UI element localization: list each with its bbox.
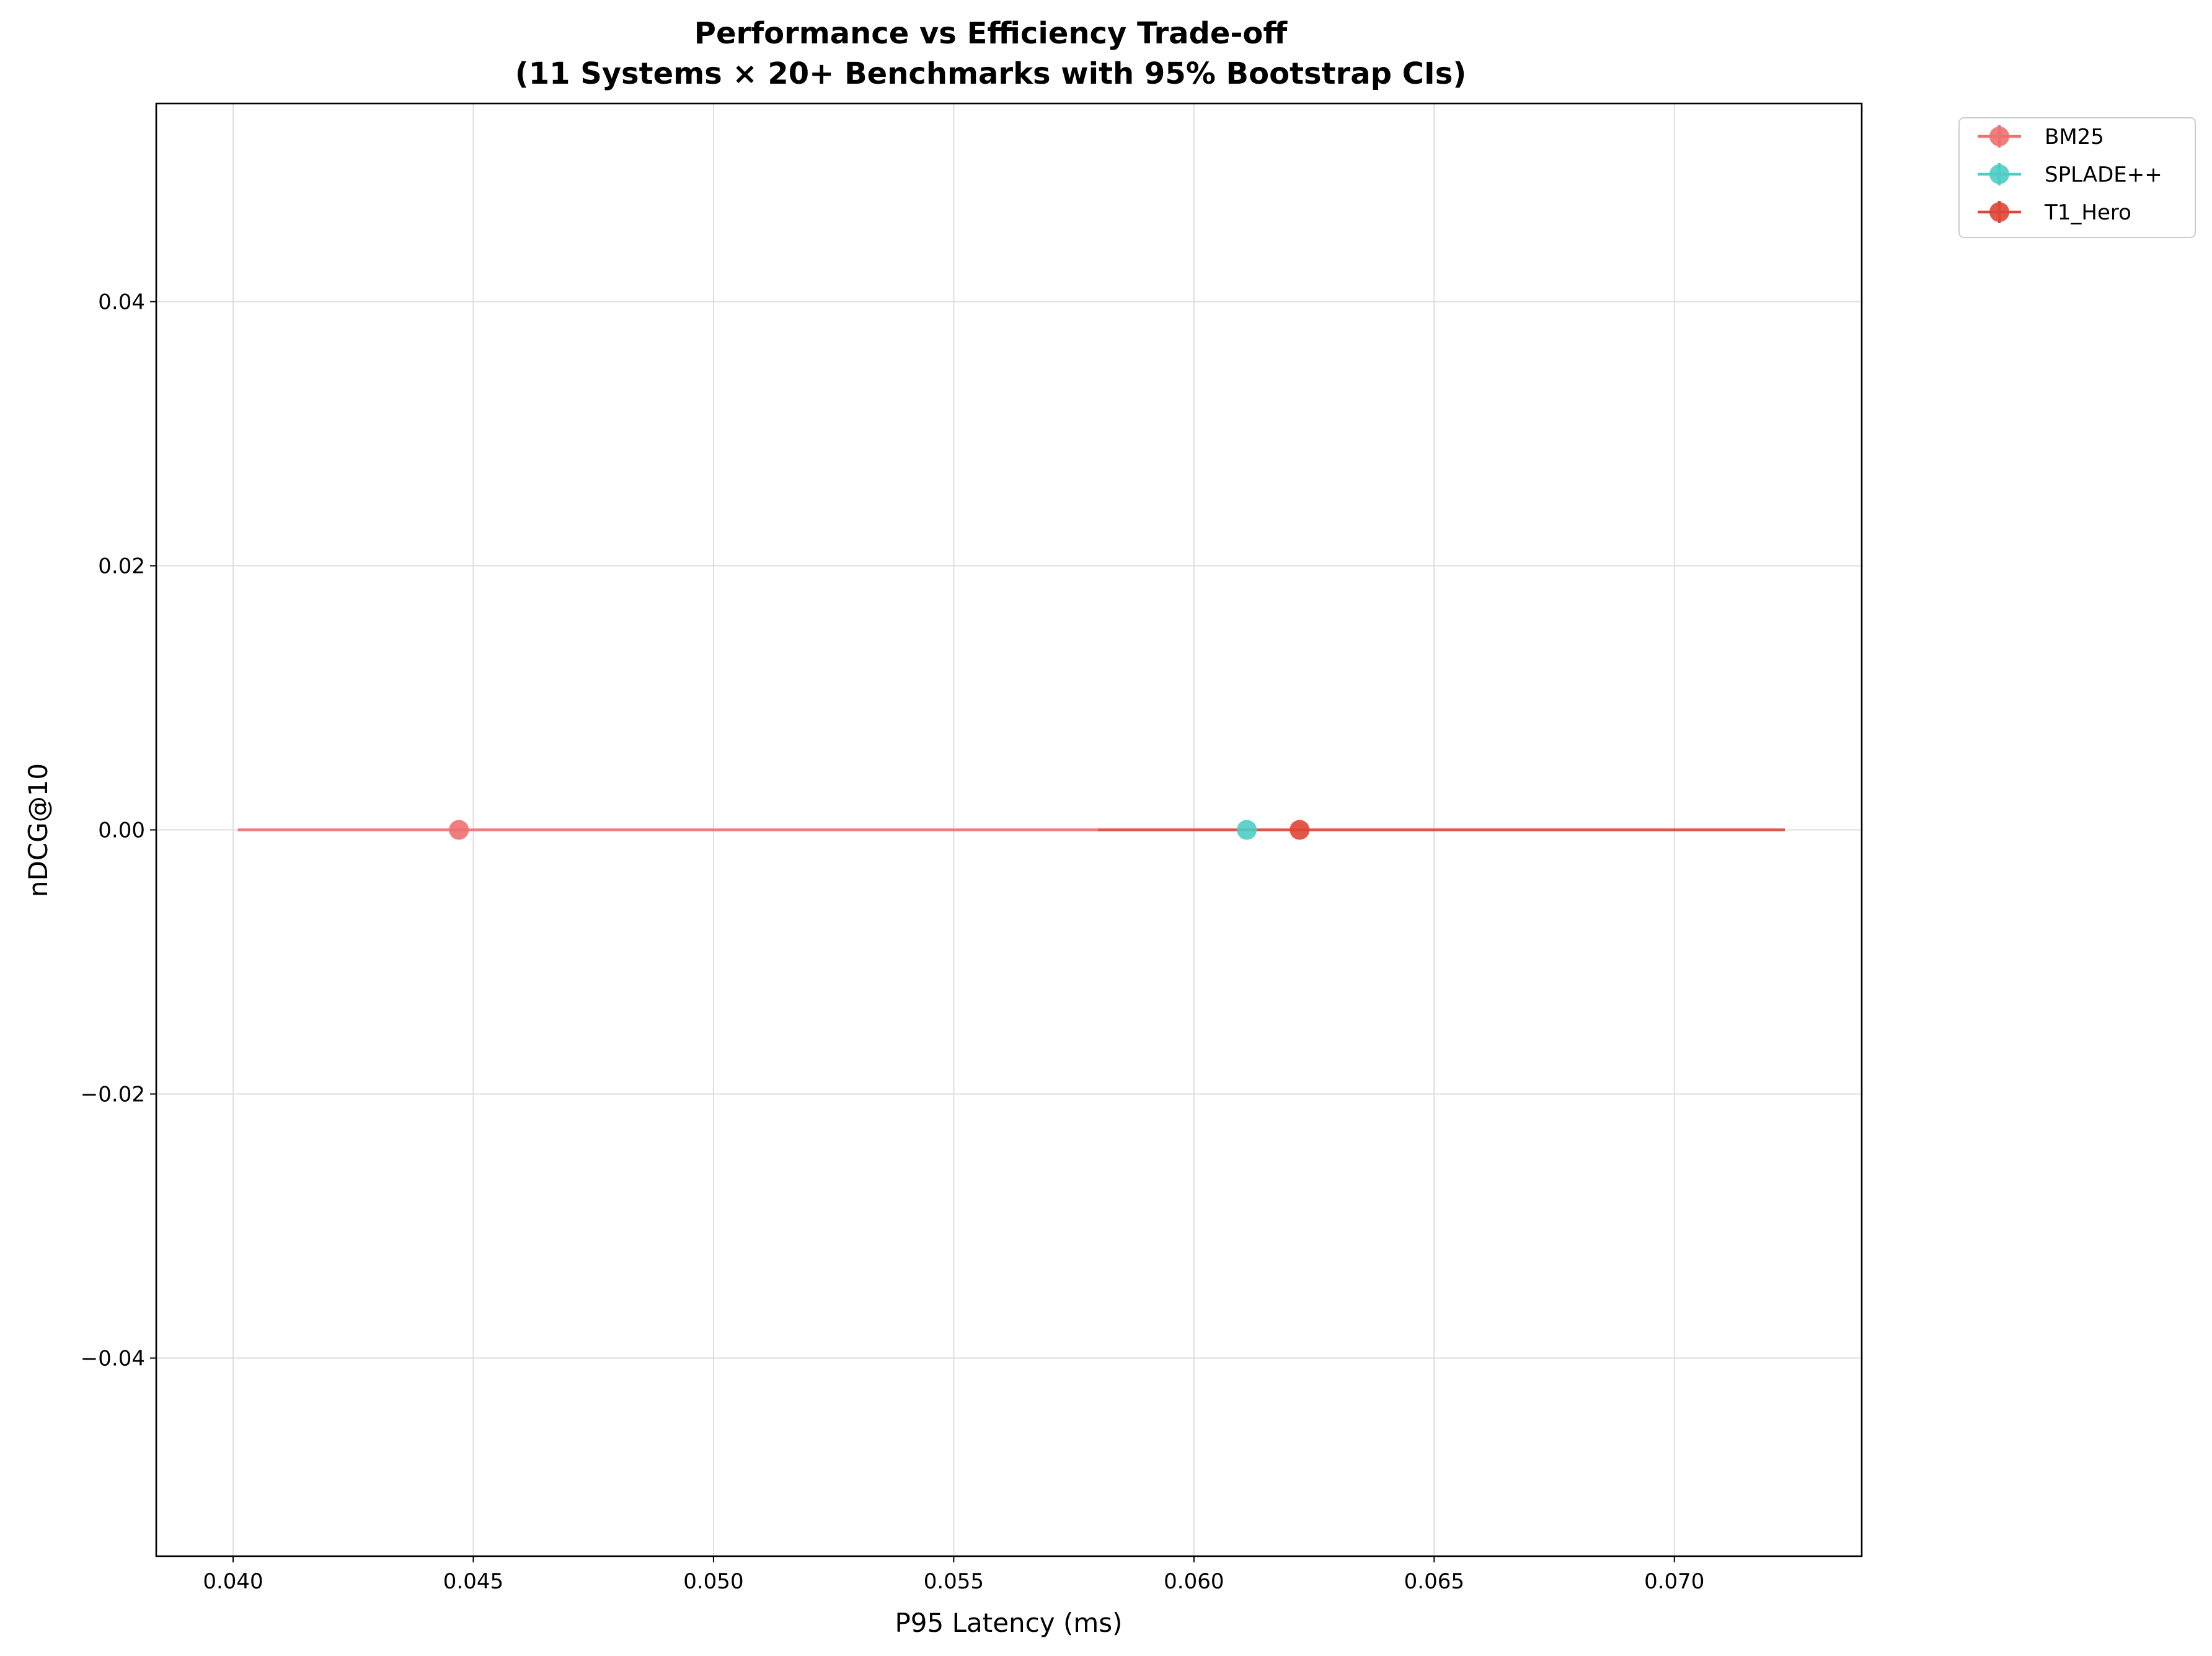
data-point bbox=[1237, 820, 1257, 840]
x-tick-label: 0.040 bbox=[203, 1569, 263, 1594]
y-tick-label: −0.04 bbox=[81, 1347, 145, 1371]
data-point bbox=[449, 820, 469, 840]
legend-label: SPLADE++ bbox=[2045, 162, 2162, 187]
legend-marker bbox=[1989, 126, 2009, 146]
x-tick-label: 0.050 bbox=[683, 1569, 743, 1594]
chart-title: Performance vs Efficiency Trade-off bbox=[694, 16, 1288, 51]
x-tick-label: 0.065 bbox=[1404, 1569, 1464, 1594]
data-layer bbox=[237, 820, 1785, 840]
y-tick-label: 0.02 bbox=[98, 554, 145, 579]
legend-marker bbox=[1989, 164, 2009, 184]
legend-label: BM25 bbox=[2045, 125, 2104, 149]
data-point bbox=[1290, 820, 1310, 840]
axis-ticks: 0.040 0.045 0.050 0.055 0.060 0.065 0.070 0.04 0… bbox=[81, 290, 1705, 1595]
chart-subtitle: (11 Systems × 20+ Benchmarks with 95% Bo… bbox=[515, 56, 1467, 91]
y-axis-label: nDCG@10 bbox=[23, 763, 53, 897]
legend-label: T1_Hero bbox=[2044, 200, 2131, 225]
legend-box bbox=[1958, 117, 2196, 238]
x-tick-label: 0.070 bbox=[1644, 1569, 1704, 1594]
y-tick-label: 0.00 bbox=[98, 818, 145, 843]
y-tick-label: −0.02 bbox=[81, 1083, 145, 1107]
x-tick-label: 0.055 bbox=[924, 1569, 984, 1594]
x-tick-label: 0.045 bbox=[443, 1569, 503, 1594]
x-tick-label: 0.060 bbox=[1164, 1569, 1224, 1594]
y-tick-label: 0.04 bbox=[98, 290, 145, 315]
legend-marker bbox=[1989, 202, 2009, 222]
x-axis-label: P95 Latency (ms) bbox=[895, 1608, 1122, 1638]
legend: BM25 SPLADE++ T1_Hero bbox=[1958, 117, 2196, 238]
